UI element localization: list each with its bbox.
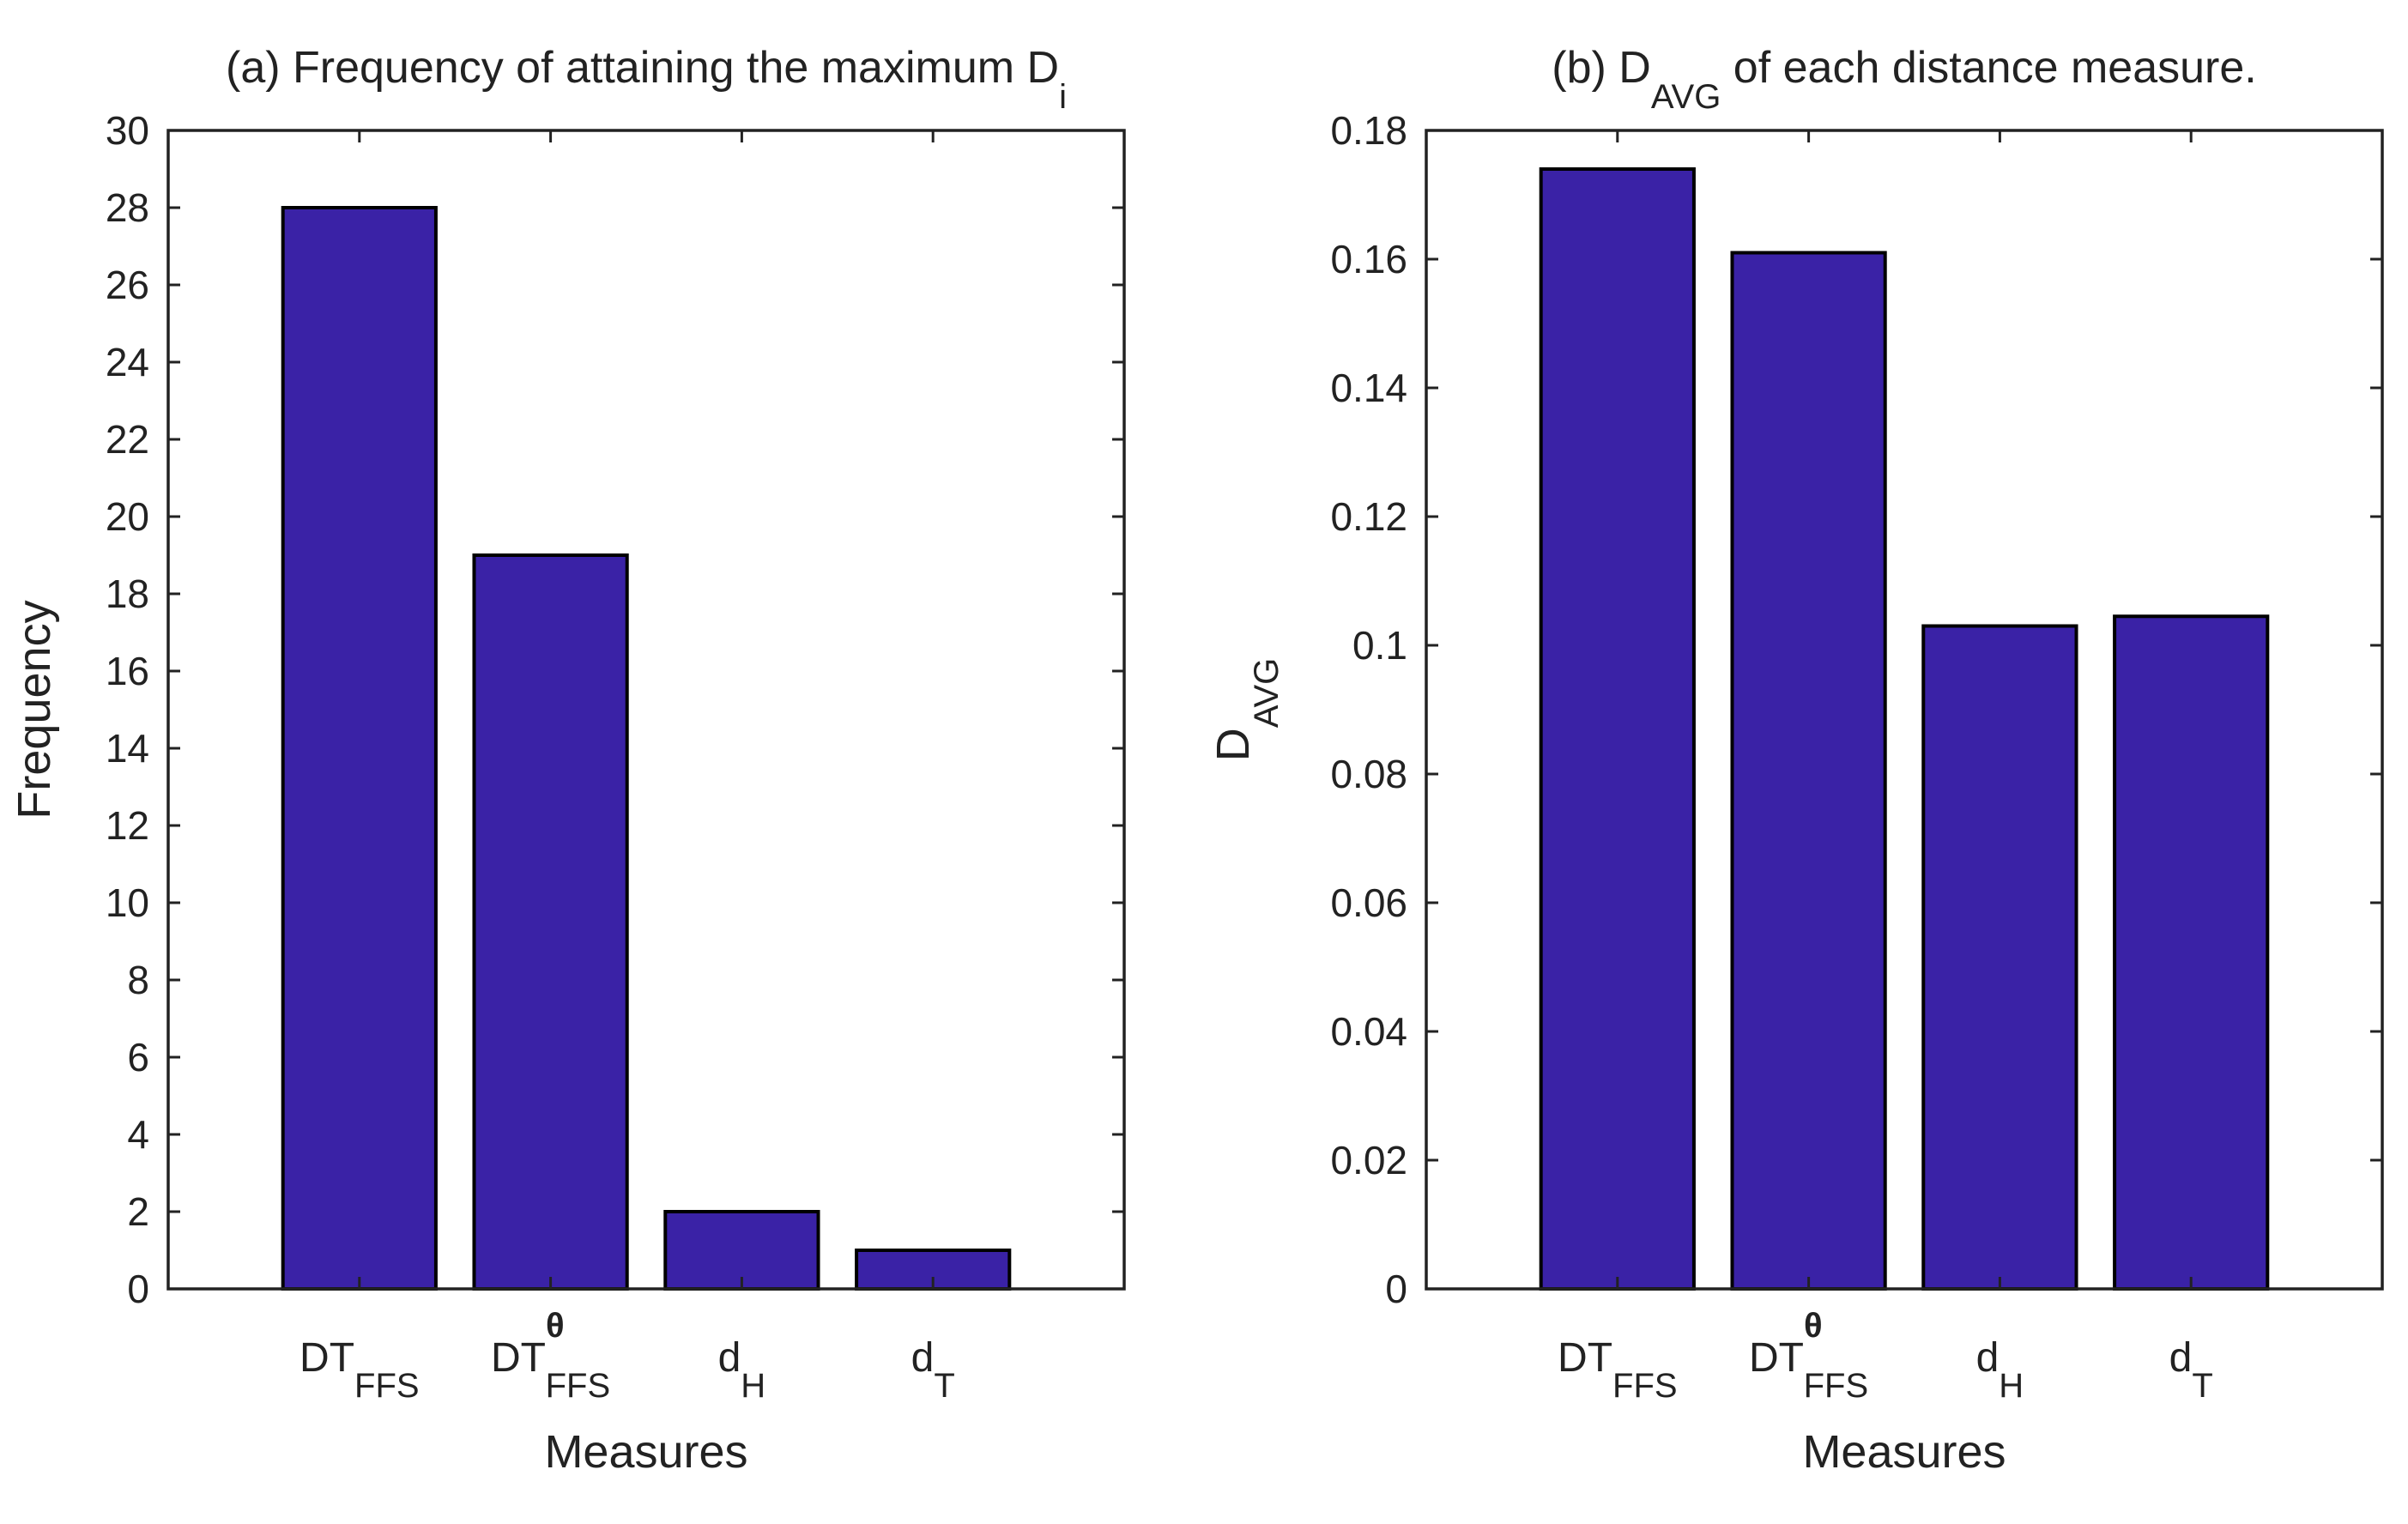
y-tick-label: 14	[106, 726, 149, 771]
y-tick-label: 0.16	[1330, 237, 1407, 281]
x-tick-label: DTθ FFS	[491, 1307, 610, 1405]
y-tick-label: 22	[106, 417, 149, 462]
y-tick-label: 10	[106, 880, 149, 925]
x-tick-label: DTFFS	[1558, 1335, 1678, 1405]
y-tick-label: 0.08	[1330, 752, 1407, 796]
bar-1	[281, 206, 438, 1291]
plot-frame	[166, 129, 1126, 1291]
chart-title: (a) Frequency of attaining the maximum D…	[226, 43, 1067, 116]
x-tick-label: dH	[718, 1335, 766, 1405]
x-tick-label: DTFFS	[299, 1335, 420, 1405]
bar-3	[1921, 624, 2078, 1291]
x-tick-label: dT	[2169, 1335, 2213, 1405]
y-tick-label: 26	[106, 263, 149, 307]
y-axis-title: DAVG	[1207, 658, 1286, 762]
bar-1	[1539, 167, 1696, 1291]
bar-4	[2113, 614, 2270, 1291]
y-tick-label: 18	[106, 572, 149, 616]
y-tick-label: 0.02	[1330, 1138, 1407, 1182]
plot-frame	[1425, 129, 2384, 1291]
y-tick-label: 12	[106, 803, 149, 848]
bar-2	[472, 553, 629, 1291]
x-axis-title: Measures	[1802, 1426, 2006, 1478]
y-tick-label: 8	[127, 958, 149, 1002]
bar-3	[663, 1210, 820, 1291]
y-tick-label: 2	[127, 1189, 149, 1234]
y-tick-label: 24	[106, 340, 149, 384]
y-tick-label: 0.04	[1330, 1009, 1407, 1054]
y-tick-label: 0.12	[1330, 494, 1407, 539]
y-tick-label: 0.1	[1352, 623, 1407, 668]
x-tick-label: dH	[1976, 1335, 2024, 1405]
y-tick-label: 20	[106, 494, 149, 539]
x-axis-title: Measures	[544, 1426, 747, 1478]
bar-2	[1730, 251, 1887, 1291]
chart-title: (b) DAVG of each distance measure.	[1552, 43, 2256, 116]
y-tick-label: 16	[106, 649, 149, 693]
y-tick-label: 0	[127, 1267, 149, 1311]
x-tick-label: dT	[911, 1335, 955, 1405]
y-tick-label: 6	[127, 1035, 149, 1080]
y-tick-label: 0.18	[1330, 108, 1407, 153]
y-tick-label: 30	[106, 108, 149, 153]
chart-davg: 0 0.02 0.04 0.06 0.08 0.1 0.12 0.14 0.16 0.18 DTFF…	[1207, 43, 2384, 1478]
y-tick-label: 0	[1385, 1267, 1407, 1311]
y-tick-label: 0.06	[1330, 880, 1407, 925]
y-tick-label: 0.14	[1330, 366, 1407, 410]
y-axis-title: Frequency	[9, 600, 60, 819]
y-tick-label: 28	[106, 185, 149, 230]
y-tick-label: 4	[127, 1112, 149, 1157]
x-tick-label: DTθ FFS	[1749, 1307, 1868, 1405]
